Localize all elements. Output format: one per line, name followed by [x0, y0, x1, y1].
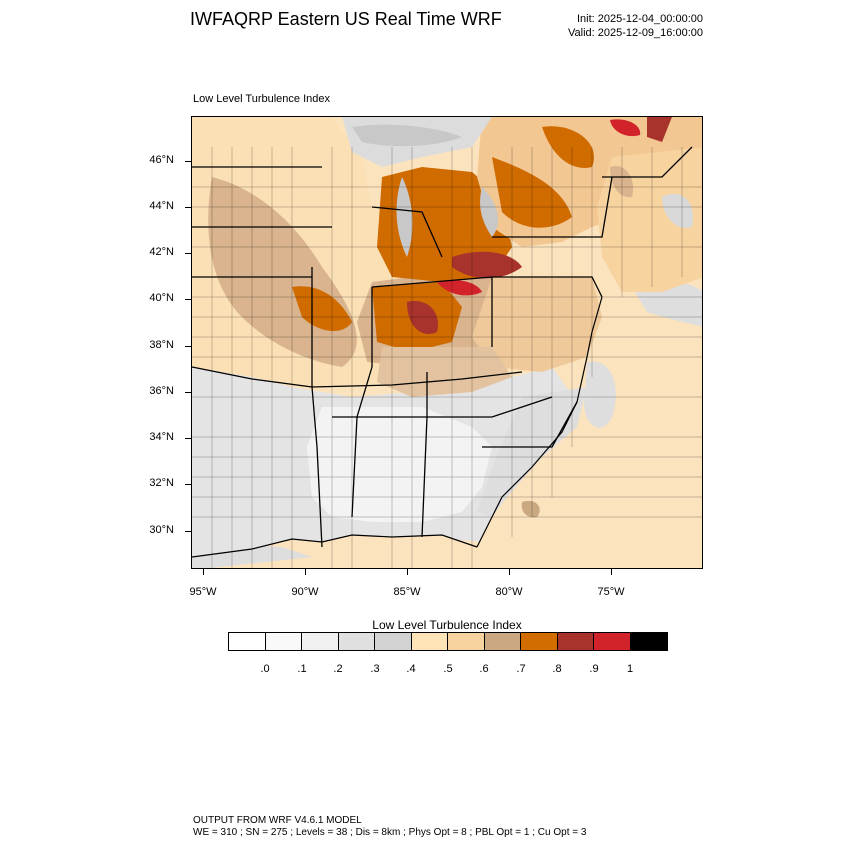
- colorbar-swatch: [338, 633, 375, 650]
- lat-tick: [185, 484, 191, 485]
- colorbar-swatch: [484, 633, 521, 650]
- border-line: [492, 176, 613, 238]
- ocean-low-patch: [584, 361, 616, 428]
- lake-superior: [352, 124, 462, 147]
- lon-tick: [611, 569, 612, 575]
- colorbar-swatch: [229, 633, 266, 650]
- lat-label-42n: 42°N: [149, 246, 174, 258]
- kentucky-moderate: [377, 347, 512, 397]
- lat-label-34n: 34°N: [149, 431, 174, 443]
- mid-atlantic-field: [472, 277, 602, 372]
- lon-label-90w: 90°W: [291, 586, 319, 598]
- colorbar-label: .5: [443, 663, 453, 675]
- lat-tick: [185, 346, 191, 347]
- lon-tick: [509, 569, 510, 575]
- lon-tick: [203, 569, 204, 575]
- plains-high: [292, 286, 352, 332]
- lat-tick: [185, 207, 191, 208]
- lon-label-80w: 80°W: [495, 586, 523, 598]
- indiana-very-high: [407, 301, 438, 334]
- colorbar-label: .7: [516, 663, 526, 675]
- erie-shore-max: [437, 280, 482, 296]
- ocean-low-patch: [632, 281, 702, 327]
- lat-label-38n: 38°N: [149, 339, 174, 351]
- gulf-coastline: [192, 534, 478, 558]
- lat-tick: [185, 531, 191, 532]
- colorbar-label: .4: [406, 663, 416, 675]
- colorbar-swatch: [630, 633, 667, 650]
- maine-low: [662, 193, 693, 228]
- atlantic-coastline: [476, 296, 603, 548]
- init-time: Init: 2025-12-04_00:00:00: [577, 13, 703, 25]
- plains-moderate: [232, 217, 267, 267]
- lat-tick: [185, 438, 191, 439]
- county-lines: [192, 147, 702, 568]
- colorbar-label: .8: [552, 663, 562, 675]
- map-panel: [191, 116, 703, 569]
- deep-south-land: [307, 407, 492, 522]
- lon-label-75w: 75°W: [597, 586, 625, 598]
- lat-label-30n: 30°N: [149, 524, 174, 536]
- map-title: IWFAQRP Eastern US Real Time WRF: [190, 9, 502, 29]
- border-line: [311, 267, 323, 548]
- offshore-moderate: [521, 500, 540, 518]
- colorbar-label: .3: [370, 663, 380, 675]
- lon-tick: [407, 569, 408, 575]
- colorbar-swatch: [411, 633, 448, 650]
- lat-tick: [185, 161, 191, 162]
- valid-time: Valid: 2025-12-09_16:00:00: [568, 27, 703, 39]
- lat-tick: [185, 253, 191, 254]
- model-info: OUTPUT FROM WRF V4.6.1 MODEL: [193, 815, 362, 826]
- colorbar-label: .1: [297, 663, 307, 675]
- turbulence-field-map: [192, 117, 702, 568]
- ontario-high: [542, 126, 594, 168]
- lake-michigan: [396, 177, 413, 257]
- county-grid-v: [211, 147, 683, 568]
- canada-max: [610, 119, 641, 137]
- colorbar-label: .6: [479, 663, 489, 675]
- colorbar: [228, 632, 668, 651]
- lon-tick: [305, 569, 306, 575]
- colorbar-swatch: [375, 633, 412, 650]
- colorbar-label: .0: [260, 663, 270, 675]
- panel-label: Low Level Turbulence Index: [193, 93, 330, 105]
- colorbar-swatch: [521, 633, 558, 650]
- lat-label-44n: 44°N: [149, 200, 174, 212]
- colorbar-swatch: [594, 633, 631, 650]
- lat-label-36n: 36°N: [149, 385, 174, 397]
- colorbar-swatch: [302, 633, 339, 650]
- lat-label-40n: 40°N: [149, 292, 174, 304]
- colorbar-swatch: [557, 633, 594, 650]
- lake-erie-very-high: [452, 251, 522, 279]
- colorbar-label: 1: [626, 663, 634, 675]
- vermont-moderate: [610, 166, 634, 198]
- lat-label-32n: 32°N: [149, 477, 174, 489]
- lon-label-85w: 85°W: [393, 586, 421, 598]
- colorbar-label: .2: [333, 663, 343, 675]
- colorbar-title: Low Level Turbulence Index: [372, 618, 522, 632]
- colorbar-swatch: [448, 633, 485, 650]
- lat-tick: [185, 392, 191, 393]
- colorbar-label: .9: [589, 663, 599, 675]
- border-line: [371, 206, 443, 258]
- colorbar-swatch: [265, 633, 302, 650]
- county-grid-h: [192, 186, 702, 518]
- lat-tick: [185, 299, 191, 300]
- florida-field: [422, 537, 492, 568]
- lake-huron: [480, 187, 499, 237]
- model-config: WE = 310 ; SN = 275 ; Levels = 38 ; Dis …: [193, 827, 587, 838]
- lon-label-95w: 95°W: [189, 586, 217, 598]
- canada-very-high: [647, 117, 672, 142]
- lat-label-46n: 46°N: [149, 154, 174, 166]
